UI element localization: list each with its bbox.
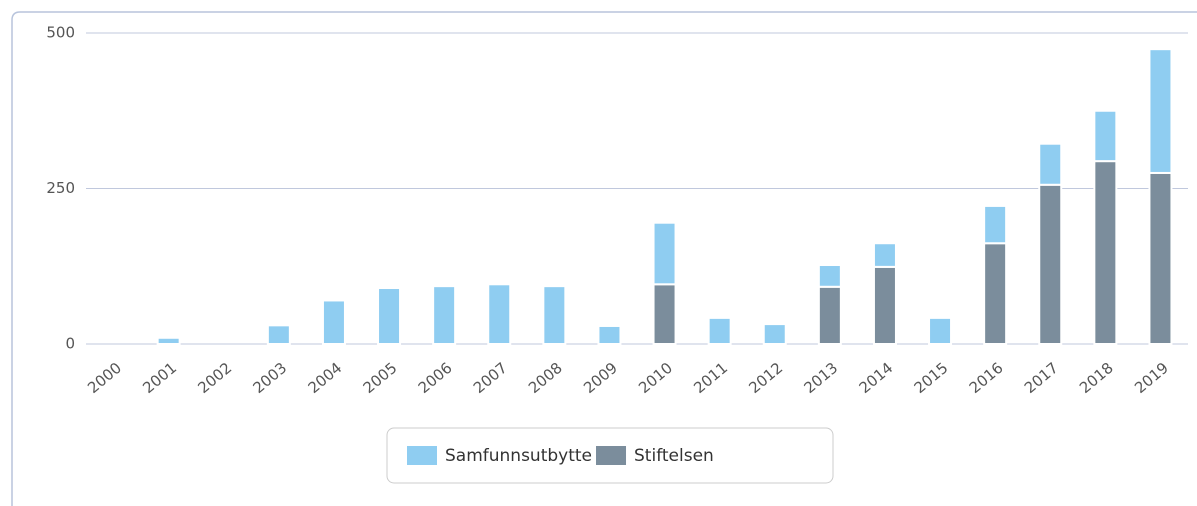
bar-segment xyxy=(762,323,787,346)
legend-swatch xyxy=(407,446,437,465)
bar-segment xyxy=(652,283,677,345)
bar-segment xyxy=(266,324,291,345)
x-tick-label: 2001 xyxy=(139,359,180,397)
x-tick-label: 2003 xyxy=(249,359,290,397)
legend-swatch xyxy=(596,446,627,465)
bar-segment xyxy=(377,287,402,345)
bar-segment xyxy=(321,299,346,345)
y-tick-label: 250 xyxy=(46,179,75,197)
x-tick-label: 2016 xyxy=(966,359,1007,397)
x-tick-label: 2009 xyxy=(580,359,621,397)
bar-segment xyxy=(817,285,842,345)
frame xyxy=(11,11,1197,506)
bar-segment xyxy=(432,285,457,345)
x-tick-label: 2010 xyxy=(635,359,676,397)
bar-segment xyxy=(1038,183,1063,345)
legend-label: Samfunnsutbytte xyxy=(445,446,592,466)
bar-segment xyxy=(707,316,732,346)
y-tick-label: 0 xyxy=(65,335,75,353)
bar-segment xyxy=(542,285,567,345)
x-tick-label: 2017 xyxy=(1021,359,1062,397)
x-tick-label: 2011 xyxy=(690,359,731,397)
bar-segment xyxy=(1148,171,1173,345)
x-tick-label: 2015 xyxy=(911,359,952,397)
bar-segment xyxy=(1093,160,1118,345)
x-tick-label: 2004 xyxy=(305,359,346,397)
x-tick-label: 2007 xyxy=(470,359,511,397)
bar-segment xyxy=(597,324,622,346)
bar-segment xyxy=(1093,109,1118,163)
x-tick-label: 2008 xyxy=(525,359,566,397)
x-tick-label: 2018 xyxy=(1076,359,1117,397)
legend-label: Stiftelsen xyxy=(634,446,714,466)
bar-segment xyxy=(487,283,512,345)
bar-segment xyxy=(872,242,897,268)
x-tick-label: 2013 xyxy=(800,359,841,397)
x-tick-label: 2019 xyxy=(1131,359,1172,397)
bar-segment xyxy=(652,221,677,286)
x-tick-label: 2000 xyxy=(84,359,125,397)
x-tick-label: 2014 xyxy=(856,359,897,397)
y-tick-label: 500 xyxy=(46,24,75,42)
bar-segment xyxy=(983,242,1008,345)
bar-segment xyxy=(872,265,897,346)
x-tick-label: 2002 xyxy=(194,359,235,397)
x-tick-label: 2012 xyxy=(745,359,786,397)
bar-segment xyxy=(983,204,1008,245)
x-tick-label: 2005 xyxy=(360,359,401,397)
bar-segment xyxy=(928,316,953,346)
bar-segment xyxy=(1148,48,1173,174)
bar-segment xyxy=(156,336,181,345)
bar-segment xyxy=(817,264,842,288)
bar-segment xyxy=(1038,142,1063,186)
x-tick-label: 2006 xyxy=(415,359,456,397)
